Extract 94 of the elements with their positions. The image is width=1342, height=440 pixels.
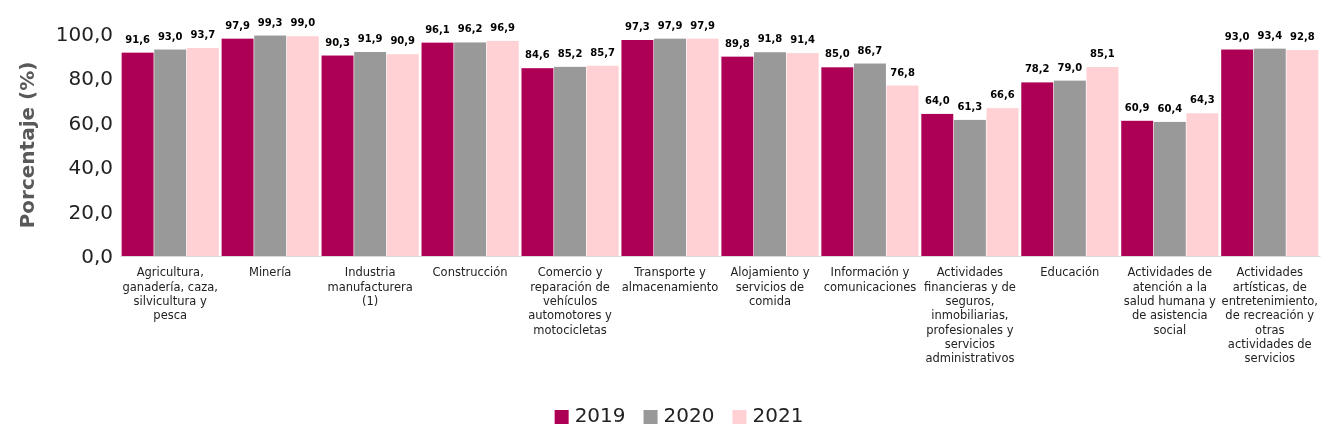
data-label: 91,6 <box>125 33 150 45</box>
bar <box>221 38 254 256</box>
bar <box>486 40 519 256</box>
data-label: 91,8 <box>757 33 783 45</box>
bar <box>621 39 654 256</box>
bar <box>1121 120 1154 256</box>
bar <box>1053 80 1086 256</box>
data-label: 78,2 <box>1024 63 1050 75</box>
data-label: 93,4 <box>1257 29 1283 41</box>
data-label: 84,6 <box>525 49 550 61</box>
data-label: 85,1 <box>1090 48 1115 60</box>
bar <box>386 54 419 256</box>
data-label: 90,9 <box>390 35 416 47</box>
bar <box>521 68 554 256</box>
data-label: 64,0 <box>924 94 950 106</box>
y-tick-label: 80,0 <box>68 66 113 91</box>
y-tick-label: 100,0 <box>55 21 113 46</box>
data-label: 66,6 <box>990 89 1015 101</box>
data-label: 64,3 <box>1190 94 1215 106</box>
bar <box>586 65 619 256</box>
x-tick-label: Minería <box>248 265 292 280</box>
bar <box>1153 121 1186 256</box>
bar <box>1221 49 1254 256</box>
x-tick-label: Actividades de atención a la salud humana y de asistencia social <box>1123 265 1217 337</box>
bar <box>754 52 786 256</box>
bar <box>321 55 354 256</box>
bar <box>254 35 287 256</box>
bar <box>686 38 719 256</box>
y-tick-label: 60,0 <box>68 110 113 135</box>
data-label: 96,2 <box>457 23 483 35</box>
bar <box>821 67 854 256</box>
legend-label: 2019 <box>574 403 626 427</box>
data-label: 91,4 <box>790 34 815 46</box>
y-axis-title: Porcentaje (%) <box>15 61 39 229</box>
legend-label: 2020 <box>663 403 715 427</box>
data-label: 91,9 <box>357 32 383 44</box>
data-label: 85,7 <box>590 46 616 58</box>
bar <box>454 42 487 256</box>
bar <box>354 51 387 256</box>
data-label: 92,8 <box>1290 30 1315 42</box>
data-label: 97,9 <box>690 19 715 31</box>
bar <box>186 47 219 256</box>
bar <box>421 42 454 256</box>
bar <box>121 52 154 256</box>
x-tick-label: Alojamiento y servicios de comida <box>730 265 810 308</box>
x-tick-label: Información y comunicaciones <box>823 265 917 294</box>
x-tick-label: Construcción <box>432 265 508 280</box>
x-tick-label: Educación <box>1040 265 1100 280</box>
bar <box>286 36 319 256</box>
data-label: 99,0 <box>290 17 316 29</box>
bar <box>1253 48 1286 256</box>
x-tick-label: Agricultura, ganadería, caza, silvicultura y pesca <box>122 265 218 323</box>
legend-label: 2021 <box>752 403 804 427</box>
x-tick-label: Comercio y reparación de vehículos automotores y motocicletas <box>528 265 613 337</box>
bar <box>1086 67 1119 256</box>
y-tick-label: 20,0 <box>68 199 113 224</box>
data-label: 60,9 <box>1124 101 1150 113</box>
bar <box>986 108 1019 256</box>
bar <box>886 85 919 256</box>
data-label: 97,9 <box>657 19 683 31</box>
data-label: 96,9 <box>490 21 516 33</box>
data-label: 90,3 <box>325 36 350 48</box>
x-tick-label: Transporte y almacenamiento <box>621 265 719 294</box>
bar <box>554 66 587 256</box>
data-label: 76,8 <box>890 66 915 78</box>
x-tick-label: Industria manufacturera (1) <box>327 265 413 308</box>
data-label: 61,3 <box>957 100 983 112</box>
x-tick-label: Actividades artísticas, de entretenimiento, de recreación y otras actividades de servicios <box>1221 265 1318 366</box>
y-tick-label: 40,0 <box>68 155 113 180</box>
bar <box>953 119 986 256</box>
bar <box>1286 49 1319 256</box>
bar <box>786 53 819 256</box>
bar <box>853 63 886 256</box>
data-label: 93,0 <box>157 30 183 42</box>
y-tick-label: 0,0 <box>81 243 113 268</box>
data-label: 79,0 <box>1057 61 1083 73</box>
data-label: 86,7 <box>857 44 883 56</box>
data-label: 97,3 <box>625 20 650 32</box>
data-label: 96,1 <box>425 23 450 35</box>
data-label: 85,0 <box>824 48 850 60</box>
data-label: 89,8 <box>725 37 750 49</box>
data-label: 85,2 <box>557 47 583 59</box>
data-label: 93,7 <box>190 28 216 40</box>
x-tick-label: Actividades financieras y de seguros, inmobiliarias, profesionales y servicios administrativos <box>924 265 1016 366</box>
bar <box>654 38 686 256</box>
bar <box>154 49 187 256</box>
data-label: 99,3 <box>257 16 283 28</box>
bar <box>1021 82 1054 256</box>
bar <box>721 56 754 256</box>
bar <box>1186 113 1219 256</box>
bar <box>921 113 954 256</box>
data-label: 60,4 <box>1157 102 1183 114</box>
data-label: 93,0 <box>1224 30 1250 42</box>
data-label: 97,9 <box>225 19 250 31</box>
